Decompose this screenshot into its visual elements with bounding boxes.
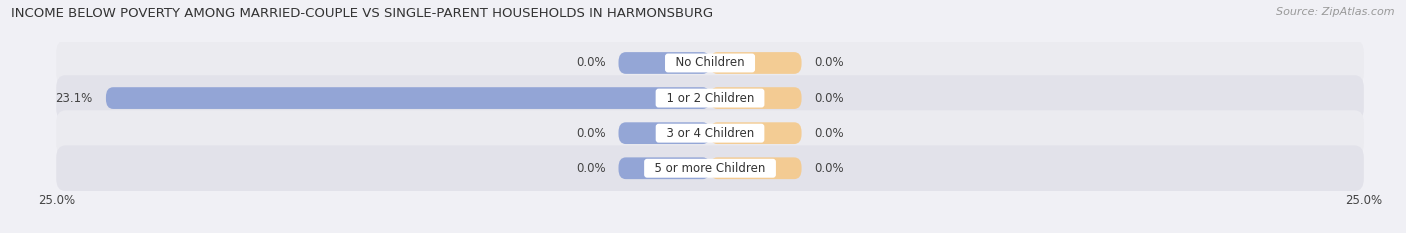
Text: 0.0%: 0.0%: [814, 92, 844, 105]
FancyBboxPatch shape: [619, 52, 710, 74]
Text: 5 or more Children: 5 or more Children: [647, 162, 773, 175]
FancyBboxPatch shape: [710, 52, 801, 74]
FancyBboxPatch shape: [710, 157, 801, 179]
Text: 0.0%: 0.0%: [576, 162, 606, 175]
Text: INCOME BELOW POVERTY AMONG MARRIED-COUPLE VS SINGLE-PARENT HOUSEHOLDS IN HARMONS: INCOME BELOW POVERTY AMONG MARRIED-COUPL…: [11, 7, 713, 20]
Text: 3 or 4 Children: 3 or 4 Children: [658, 127, 762, 140]
Text: 23.1%: 23.1%: [56, 92, 93, 105]
Text: 0.0%: 0.0%: [576, 127, 606, 140]
Text: 0.0%: 0.0%: [814, 162, 844, 175]
Text: No Children: No Children: [668, 56, 752, 69]
Text: 1 or 2 Children: 1 or 2 Children: [658, 92, 762, 105]
FancyBboxPatch shape: [56, 75, 1364, 121]
FancyBboxPatch shape: [56, 40, 1364, 86]
FancyBboxPatch shape: [619, 157, 710, 179]
FancyBboxPatch shape: [56, 145, 1364, 191]
FancyBboxPatch shape: [710, 122, 801, 144]
FancyBboxPatch shape: [619, 122, 710, 144]
FancyBboxPatch shape: [56, 110, 1364, 156]
FancyBboxPatch shape: [105, 87, 710, 109]
Text: Source: ZipAtlas.com: Source: ZipAtlas.com: [1277, 7, 1395, 17]
Text: 0.0%: 0.0%: [576, 56, 606, 69]
FancyBboxPatch shape: [710, 87, 801, 109]
Text: 0.0%: 0.0%: [814, 56, 844, 69]
Text: 0.0%: 0.0%: [814, 127, 844, 140]
